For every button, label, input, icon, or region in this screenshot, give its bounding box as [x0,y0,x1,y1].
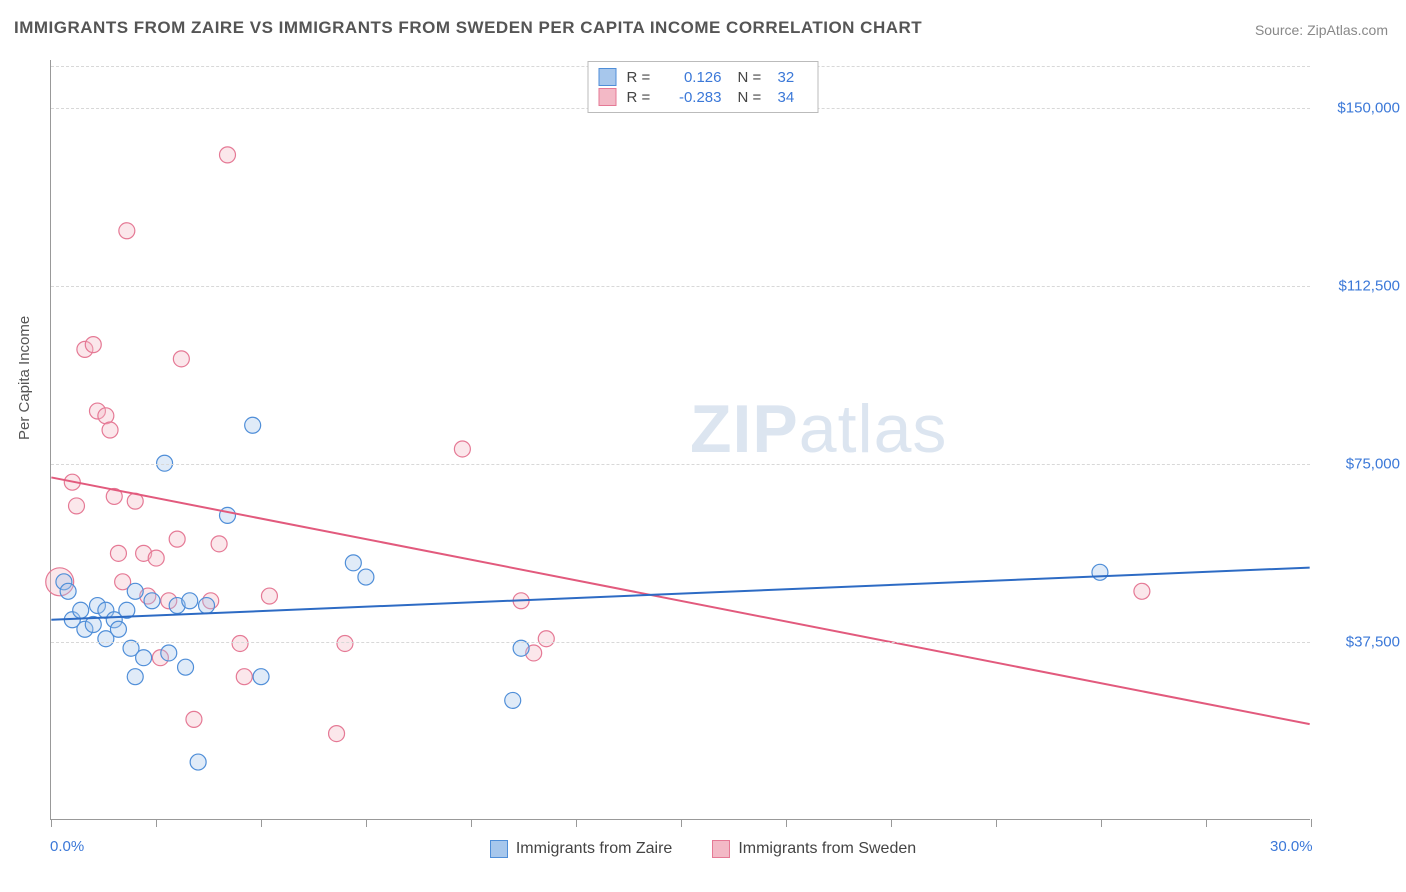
y-tick-label: $150,000 [1320,99,1400,116]
data-point-sweden [1134,583,1150,599]
data-point-sweden [69,498,85,514]
data-point-zaire [110,621,126,637]
r-value-sweden: -0.283 [667,89,722,106]
data-point-sweden [119,223,135,239]
chart-title: IMMIGRANTS FROM ZAIRE VS IMMIGRANTS FROM… [14,18,922,38]
n-value-zaire: 32 [778,69,808,86]
x-tick-label-min: 0.0% [50,838,84,855]
x-tick [681,819,682,827]
x-tick [576,819,577,827]
x-tick [471,819,472,827]
grid-line [51,286,1310,287]
data-point-zaire [136,650,152,666]
data-point-zaire [358,569,374,585]
data-point-sweden [454,441,470,457]
data-point-zaire [73,602,89,618]
x-tick [366,819,367,827]
data-point-sweden [169,531,185,547]
data-point-sweden [102,422,118,438]
legend-correlation: R = 0.126 N = 32 R = -0.283 N = 34 [588,61,819,113]
swatch-zaire-bottom [490,840,508,858]
x-tick [156,819,157,827]
data-point-zaire [144,593,160,609]
n-label-zaire: N = [738,69,768,86]
data-point-sweden [85,337,101,353]
data-point-zaire [199,598,215,614]
swatch-sweden-bottom [712,840,730,858]
x-tick [1101,819,1102,827]
data-point-sweden [538,631,554,647]
data-point-zaire [1092,564,1108,580]
x-tick-label-max: 30.0% [1270,838,1313,855]
swatch-sweden [599,88,617,106]
data-point-sweden [148,550,164,566]
data-point-sweden [110,545,126,561]
n-label-sweden: N = [738,89,768,106]
x-tick [51,819,52,827]
data-point-sweden [173,351,189,367]
data-point-sweden [211,536,227,552]
data-point-sweden [236,669,252,685]
legend-row-sweden: R = -0.283 N = 34 [599,88,808,106]
regression-line-sweden [51,477,1309,724]
r-label-zaire: R = [627,69,657,86]
y-axis-label: Per Capita Income [16,316,33,440]
data-point-sweden [220,147,236,163]
swatch-zaire [599,68,617,86]
y-tick-label: $112,500 [1320,277,1400,294]
n-value-sweden: 34 [778,89,808,106]
data-point-sweden [186,711,202,727]
source-label: Source: ZipAtlas.com [1255,22,1388,38]
data-point-zaire [245,417,261,433]
chart-container: IMMIGRANTS FROM ZAIRE VS IMMIGRANTS FROM… [0,0,1406,892]
data-point-sweden [98,408,114,424]
data-point-zaire [178,659,194,675]
data-point-zaire [220,507,236,523]
legend-row-zaire: R = 0.126 N = 32 [599,68,808,86]
data-point-zaire [190,754,206,770]
x-tick [1206,819,1207,827]
data-point-sweden [337,635,353,651]
x-tick [996,819,997,827]
data-point-zaire [182,593,198,609]
r-value-zaire: 0.126 [667,69,722,86]
data-point-zaire [127,669,143,685]
r-label-sweden: R = [627,89,657,106]
data-point-sweden [329,726,345,742]
data-point-zaire [127,583,143,599]
data-point-sweden [261,588,277,604]
legend-label-zaire: Immigrants from Zaire [516,840,672,858]
x-tick [891,819,892,827]
y-tick-label: $37,500 [1320,633,1400,650]
grid-line [51,642,1310,643]
legend-series: Immigrants from Zaire Immigrants from Sw… [0,840,1406,858]
data-point-zaire [345,555,361,571]
data-point-zaire [60,583,76,599]
legend-item-zaire: Immigrants from Zaire [490,840,672,858]
data-point-zaire [505,692,521,708]
data-point-zaire [253,669,269,685]
x-tick [786,819,787,827]
x-tick [261,819,262,827]
x-tick [1311,819,1312,827]
plot-area: $37,500$75,000$112,500$150,000 [50,60,1310,820]
data-point-sweden [232,635,248,651]
y-tick-label: $75,000 [1320,455,1400,472]
legend-item-sweden: Immigrants from Sweden [712,840,916,858]
plot-svg [51,60,1310,819]
regression-line-zaire [51,568,1309,620]
data-point-zaire [161,645,177,661]
grid-line [51,464,1310,465]
legend-label-sweden: Immigrants from Sweden [738,840,916,858]
